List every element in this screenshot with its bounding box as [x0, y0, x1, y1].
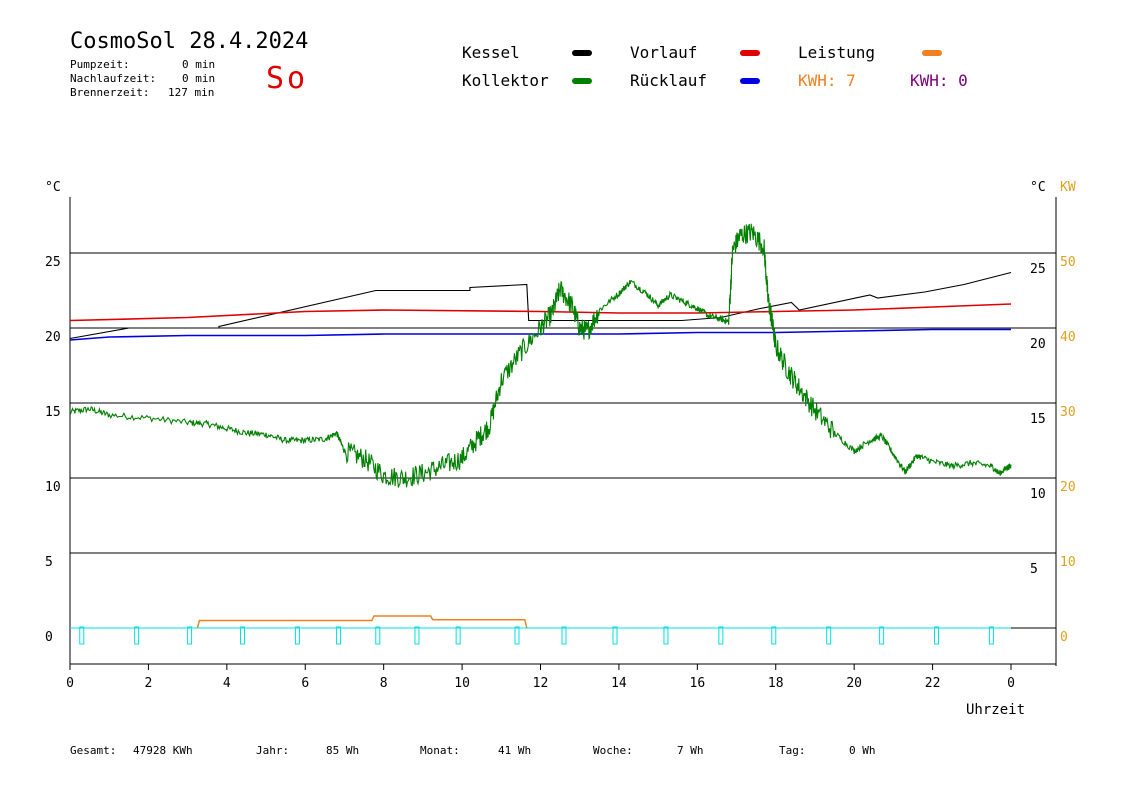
y-axis-left-unit: °C — [45, 180, 61, 195]
x-tick-label-1: 2 — [145, 676, 153, 691]
y-right-tick-label-4: 25 — [1030, 262, 1046, 277]
x-tick-label-11: 22 — [925, 676, 941, 691]
page-title: CosmoSol 28.4.2024 — [70, 29, 309, 54]
pump-pulse-13 — [718, 626, 724, 645]
stat-label-nachlaufzeit: Nachlaufzeit: — [70, 72, 157, 85]
legend-kessel-label: Kessel — [462, 43, 520, 62]
series-line-kollektor — [69, 223, 1012, 488]
legend-leistung-label: Leistung — [798, 43, 876, 62]
y-left-tick-label-4: 20 — [45, 330, 61, 345]
series — [69, 223, 1012, 645]
y-kw-tick-label-5: 50 — [1060, 255, 1076, 270]
y-right-tick-label-3: 20 — [1030, 337, 1046, 352]
footer-monat-value: 41 Wh — [498, 744, 532, 757]
pump-pulse-4 — [294, 626, 300, 645]
x-tick-label-6: 12 — [533, 676, 549, 691]
legend-swatches — [572, 50, 942, 84]
pump-pulse-11 — [612, 626, 618, 645]
stat-label-pumpzeit: Pumpzeit: — [70, 58, 130, 71]
footer-jahr-value: 85 Wh — [326, 744, 360, 757]
footer-woche-label: Woche: — [593, 744, 633, 757]
y-left-tick-label-3: 15 — [45, 405, 61, 420]
y-kw-tick-label-3: 30 — [1060, 405, 1076, 420]
x-tick-label-9: 18 — [768, 676, 784, 691]
x-tick-label-0: 0 — [66, 676, 74, 691]
footer-tag-value: 0 Wh — [849, 744, 876, 757]
series-line-kessel — [69, 271, 1012, 340]
x-tick-label-12: 0 — [1007, 676, 1015, 691]
y-left-tick-label-5: 25 — [45, 255, 61, 270]
y-right-tick-label-2: 15 — [1030, 412, 1046, 427]
pump-pulse-3 — [240, 626, 246, 645]
series-line-vorlauf — [69, 303, 1012, 322]
pump-pulse-15 — [826, 626, 832, 645]
pump-pulse-14 — [771, 626, 777, 645]
legend-ruecklauf-label: Rücklauf — [630, 71, 708, 90]
pump-pulse-1 — [134, 626, 140, 645]
y-kw-tick-label-1: 10 — [1060, 555, 1076, 570]
stat-label-brennerzeit: Brennerzeit: — [70, 86, 150, 99]
footer-woche-value: 7 Wh — [677, 744, 704, 757]
y-kw-tick-label-2: 20 — [1060, 480, 1076, 495]
legend-vorlauf-label: Vorlauf — [630, 43, 698, 62]
pump-pulse-6 — [375, 626, 381, 645]
y-axis-right-unit: °C — [1030, 180, 1046, 195]
stat-value-brennerzeit: 127 min — [168, 86, 215, 99]
stat-value-pumpzeit: 0 min — [182, 58, 216, 71]
footer-gesamt-value: 47928 KWh — [133, 744, 193, 757]
pump-pulse-0 — [79, 626, 85, 645]
legend-kwh-other: KWH: 0 — [910, 71, 968, 90]
grid — [70, 252, 1056, 629]
y-left-tick-label-1: 5 — [45, 555, 53, 570]
footer-jahr-label: Jahr: — [256, 744, 290, 757]
x-tick-label-2: 4 — [223, 676, 231, 691]
y-kw-tick-label-0: 0 — [1060, 630, 1068, 645]
pump-pulse-8 — [455, 626, 461, 645]
x-axis-title: Uhrzeit — [966, 702, 1025, 718]
pump-pulse-16 — [879, 626, 885, 645]
legend-kwh-solar: KWH: 7 — [798, 71, 856, 90]
x-tick-label-5: 10 — [454, 676, 470, 691]
x-tick-label-8: 16 — [690, 676, 706, 691]
pump-pulse-12 — [663, 626, 669, 645]
footer-tag-label: Tag: — [779, 744, 806, 757]
y-right-tick-label-0: 5 — [1030, 562, 1038, 577]
pump-pulse-18 — [988, 626, 994, 645]
x-tick-label-10: 20 — [846, 676, 862, 691]
y-kw-tick-label-4: 40 — [1060, 330, 1076, 345]
axes — [69, 197, 1057, 666]
x-tick-label-4: 8 — [380, 676, 388, 691]
series-line-leistung — [196, 615, 528, 629]
stat-value-nachlaufzeit: 0 min — [182, 72, 216, 85]
x-tick-label-7: 14 — [611, 676, 627, 691]
pump-pulse-5 — [336, 626, 342, 645]
y-right-tick-label-1: 10 — [1030, 487, 1046, 502]
y-left-tick-label-0: 0 — [45, 630, 53, 645]
x-tick-label-3: 6 — [301, 676, 309, 691]
legend-kollektor-label: Kollektor — [462, 71, 549, 90]
pump-pulse-10 — [561, 626, 567, 645]
footer-monat-label: Monat: — [420, 744, 460, 757]
pump-pulse-9 — [514, 626, 520, 645]
day-label: So — [266, 61, 309, 96]
footer-gesamt-label: Gesamt: — [70, 744, 117, 757]
y-axis-kw-unit: KW — [1060, 180, 1076, 195]
pump-pulse-17 — [934, 626, 940, 645]
pump-pulse-7 — [414, 626, 420, 645]
pump-pulse-2 — [187, 626, 193, 645]
ticks: 0 2 4 6 8 10 12 14 16 18 20 22 0 0 5 10 15 20 25 5 10 15 20 25 0… — [45, 255, 1076, 691]
y-left-tick-label-2: 10 — [45, 480, 61, 495]
